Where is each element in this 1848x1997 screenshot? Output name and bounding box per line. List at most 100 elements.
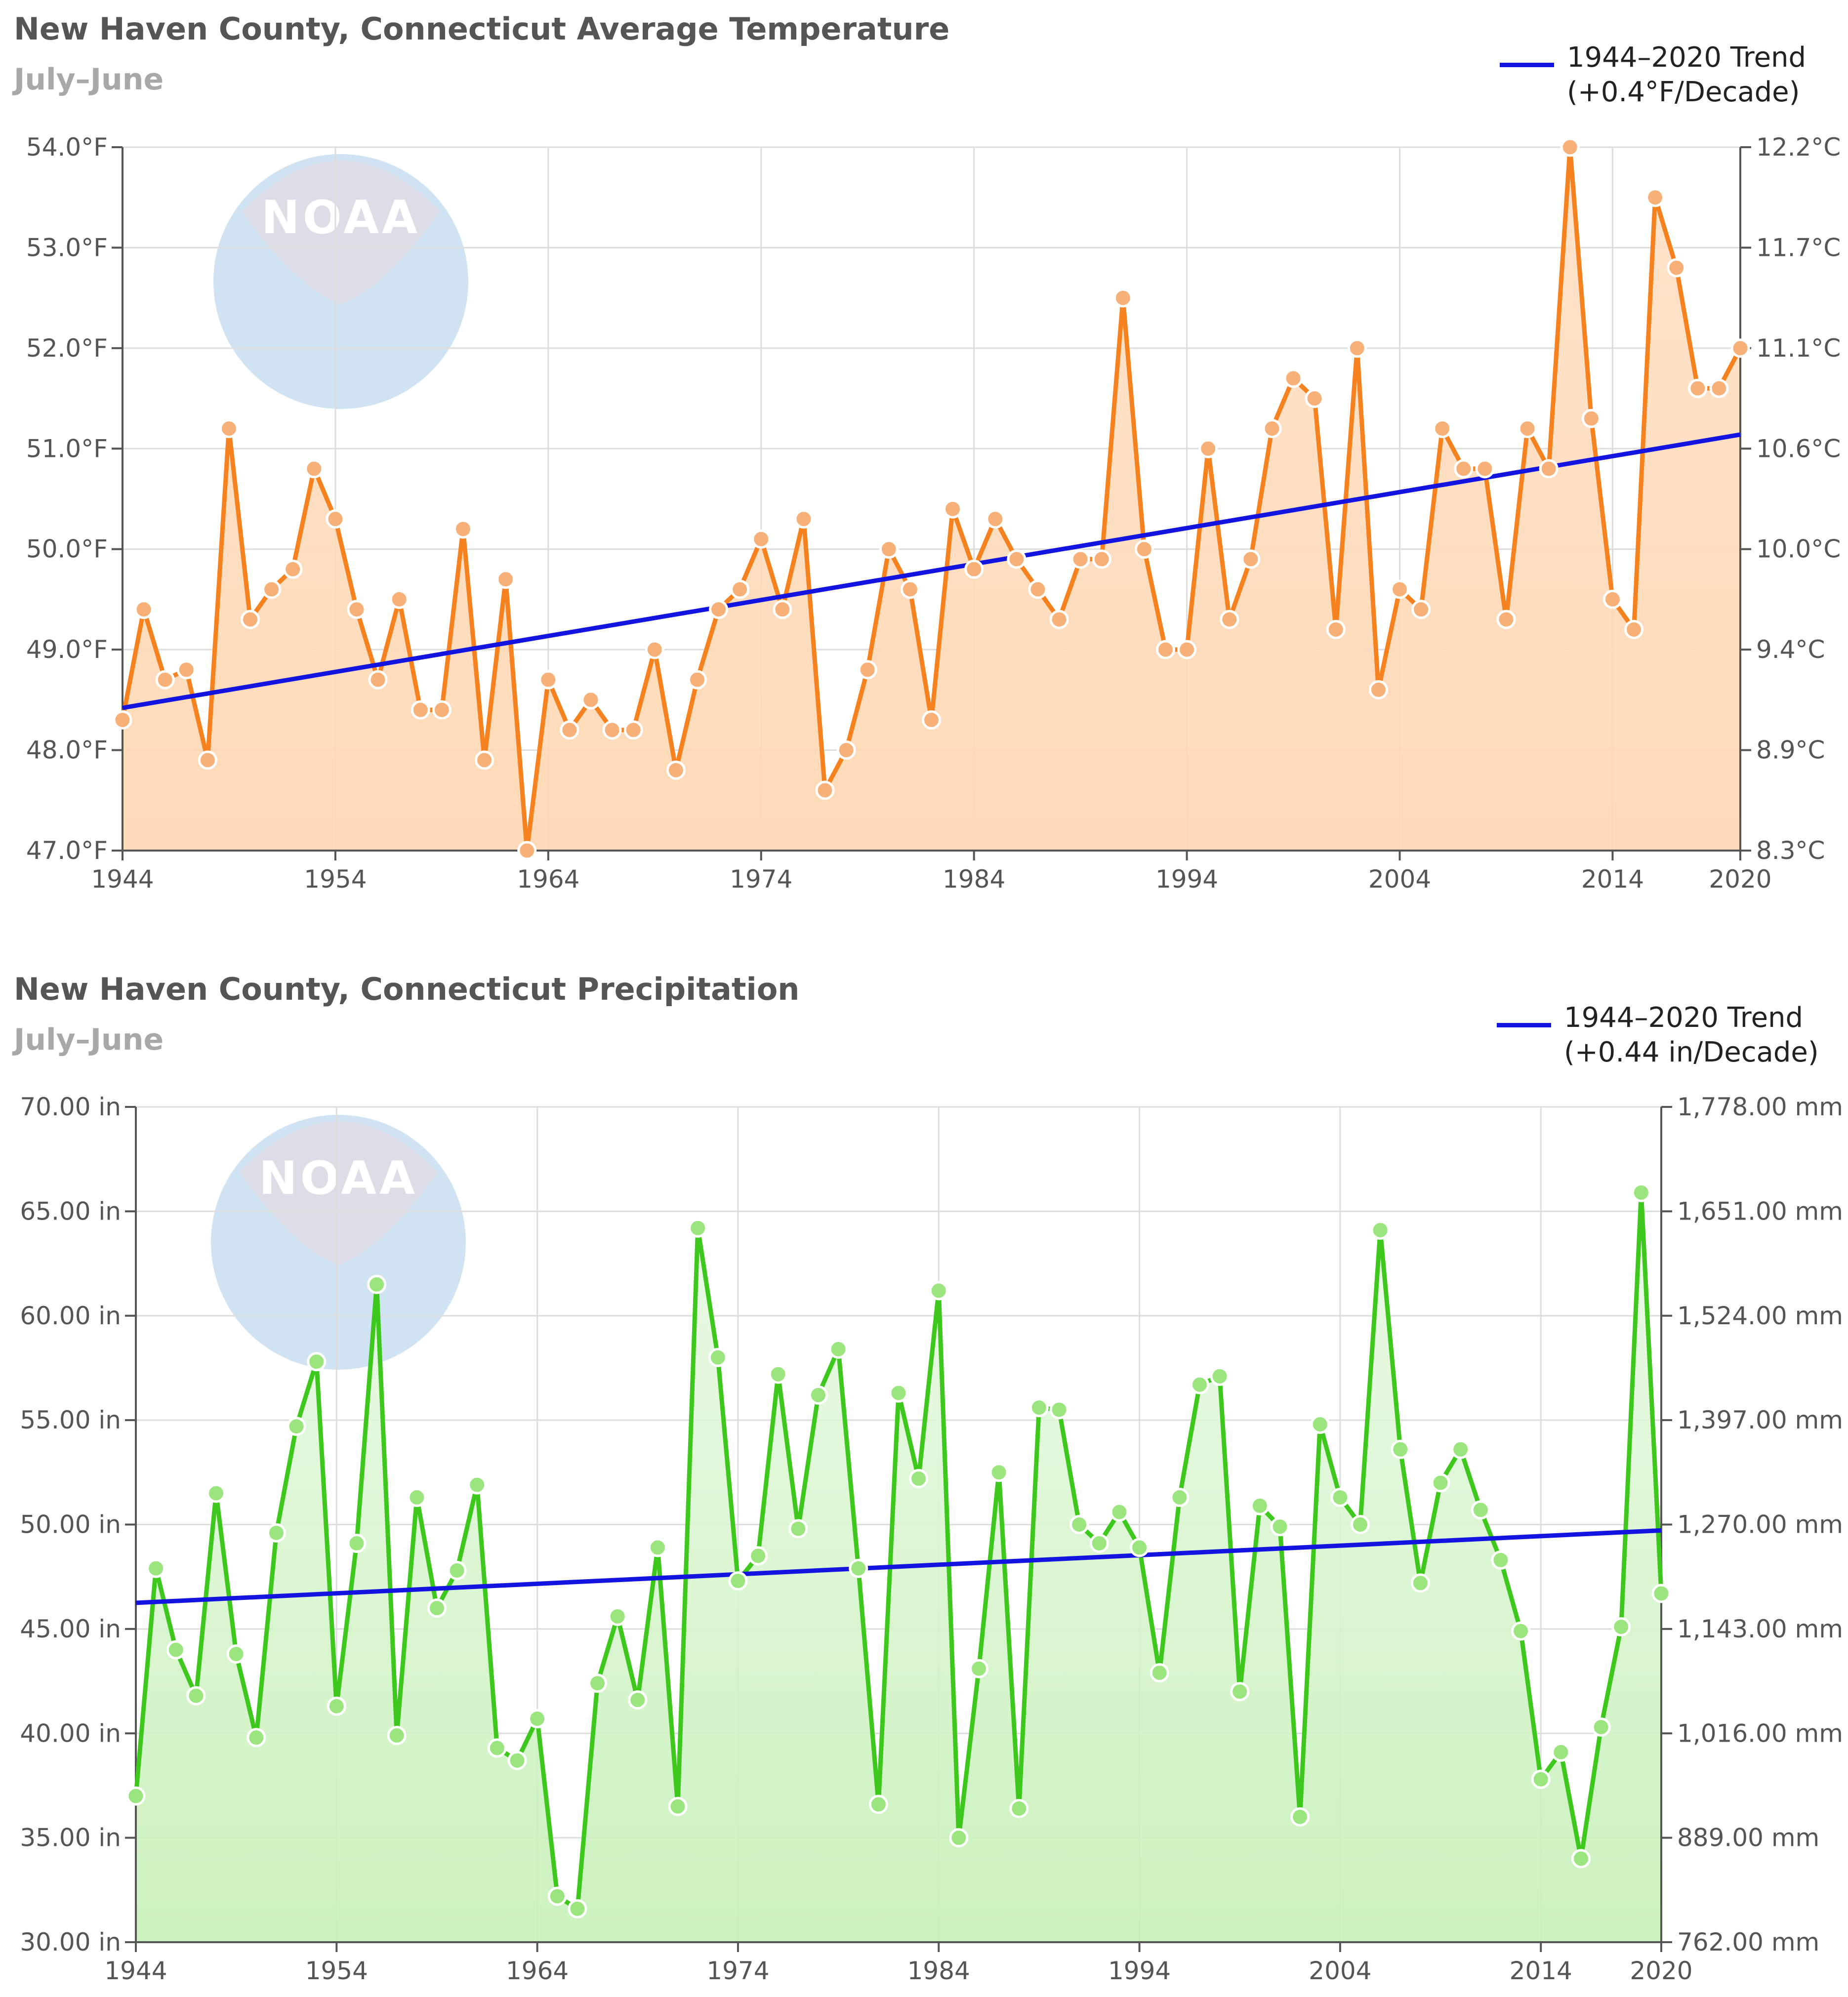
data-point[interactable] (1230, 1682, 1250, 1702)
data-point[interactable] (943, 499, 963, 519)
data-point[interactable] (1539, 459, 1559, 479)
data-point[interactable] (1454, 459, 1474, 479)
data-point[interactable] (768, 1364, 788, 1384)
data-point[interactable] (1368, 680, 1388, 700)
data-point[interactable] (326, 509, 345, 529)
data-point[interactable] (538, 670, 558, 690)
data-point[interactable] (1049, 1400, 1069, 1420)
data-point[interactable] (1250, 1496, 1270, 1515)
data-point[interactable] (1156, 640, 1176, 659)
data-point[interactable] (347, 600, 367, 619)
data-point[interactable] (1210, 1366, 1230, 1386)
data-point[interactable] (922, 710, 941, 730)
data-point[interactable] (1518, 419, 1537, 439)
data-point[interactable] (1551, 1742, 1571, 1762)
data-point[interactable] (986, 509, 1005, 529)
data-point[interactable] (1028, 579, 1048, 599)
data-point[interactable] (849, 1558, 868, 1578)
data-point[interactable] (1391, 1439, 1410, 1459)
data-point[interactable] (1410, 1573, 1430, 1593)
data-point[interactable] (226, 1644, 246, 1664)
data-point[interactable] (1411, 600, 1431, 619)
data-point[interactable] (815, 780, 835, 800)
data-point[interactable] (1049, 610, 1069, 629)
data-point[interactable] (1624, 619, 1644, 639)
data-point[interactable] (773, 600, 792, 619)
data-point[interactable] (1198, 439, 1218, 458)
data-point[interactable] (1602, 589, 1622, 609)
data-point[interactable] (788, 1519, 808, 1539)
data-point[interactable] (929, 1281, 948, 1301)
data-point[interactable] (262, 579, 282, 599)
data-point[interactable] (1730, 338, 1750, 358)
data-point[interactable] (608, 1607, 627, 1627)
data-point[interactable] (1113, 288, 1133, 308)
data-point[interactable] (1475, 459, 1495, 479)
data-point[interactable] (1560, 137, 1580, 157)
data-point[interactable] (1070, 549, 1090, 569)
data-point[interactable] (487, 1738, 507, 1758)
data-point[interactable] (730, 579, 750, 599)
data-point[interactable] (389, 589, 409, 609)
data-point[interactable] (728, 1571, 748, 1591)
data-point[interactable] (1305, 389, 1324, 408)
data-point[interactable] (1611, 1617, 1631, 1637)
data-point[interactable] (368, 670, 388, 690)
data-point[interactable] (1347, 338, 1367, 358)
data-point[interactable] (427, 1598, 447, 1618)
data-point[interactable] (1109, 1502, 1129, 1522)
data-point[interactable] (113, 710, 132, 730)
data-point[interactable] (648, 1538, 667, 1557)
data-point[interactable] (219, 419, 239, 439)
data-point[interactable] (868, 1794, 888, 1814)
data-point[interactable] (1491, 1550, 1511, 1570)
data-point[interactable] (1330, 1488, 1350, 1508)
data-point[interactable] (1150, 1663, 1169, 1683)
data-point[interactable] (166, 1640, 186, 1660)
data-point[interactable] (134, 600, 154, 619)
data-point[interactable] (496, 570, 516, 589)
data-point[interactable] (1069, 1515, 1089, 1534)
data-point[interactable] (307, 1352, 327, 1372)
data-point[interactable] (467, 1475, 487, 1495)
data-point[interactable] (1241, 549, 1261, 569)
data-point[interactable] (1190, 1375, 1209, 1394)
data-point[interactable] (794, 509, 814, 529)
data-point[interactable] (367, 1274, 387, 1294)
data-point[interactable] (155, 670, 175, 690)
data-point[interactable] (241, 610, 260, 629)
data-point[interactable] (176, 660, 196, 680)
data-point[interactable] (198, 750, 217, 770)
data-point[interactable] (709, 600, 729, 619)
data-point[interactable] (528, 1709, 547, 1729)
data-point[interactable] (588, 1673, 608, 1693)
data-point[interactable] (1326, 619, 1346, 639)
data-point[interactable] (581, 690, 601, 710)
data-point[interactable] (447, 1561, 467, 1581)
data-point[interactable] (989, 1463, 1009, 1482)
data-point[interactable] (687, 670, 707, 690)
data-point[interactable] (1511, 1621, 1531, 1641)
data-point[interactable] (900, 579, 920, 599)
data-point[interactable] (206, 1483, 226, 1503)
data-point[interactable] (287, 1417, 306, 1436)
data-point[interactable] (969, 1659, 989, 1678)
data-point[interactable] (1431, 1473, 1450, 1493)
data-point[interactable] (808, 1385, 828, 1405)
data-point[interactable] (879, 539, 899, 559)
data-point[interactable] (1170, 1488, 1190, 1508)
data-point[interactable] (411, 700, 430, 720)
data-point[interactable] (1709, 378, 1729, 398)
data-point[interactable] (186, 1686, 206, 1706)
data-point[interactable] (1451, 1439, 1471, 1459)
data-point[interactable] (547, 1886, 567, 1906)
data-point[interactable] (836, 740, 856, 760)
data-point[interactable] (475, 750, 494, 770)
data-point[interactable] (1390, 579, 1410, 599)
data-point[interactable] (507, 1751, 527, 1770)
data-point[interactable] (1134, 539, 1154, 559)
data-point[interactable] (1283, 368, 1303, 388)
data-point[interactable] (1531, 1769, 1551, 1789)
data-point[interactable] (1270, 1517, 1290, 1537)
data-point[interactable] (623, 720, 643, 740)
